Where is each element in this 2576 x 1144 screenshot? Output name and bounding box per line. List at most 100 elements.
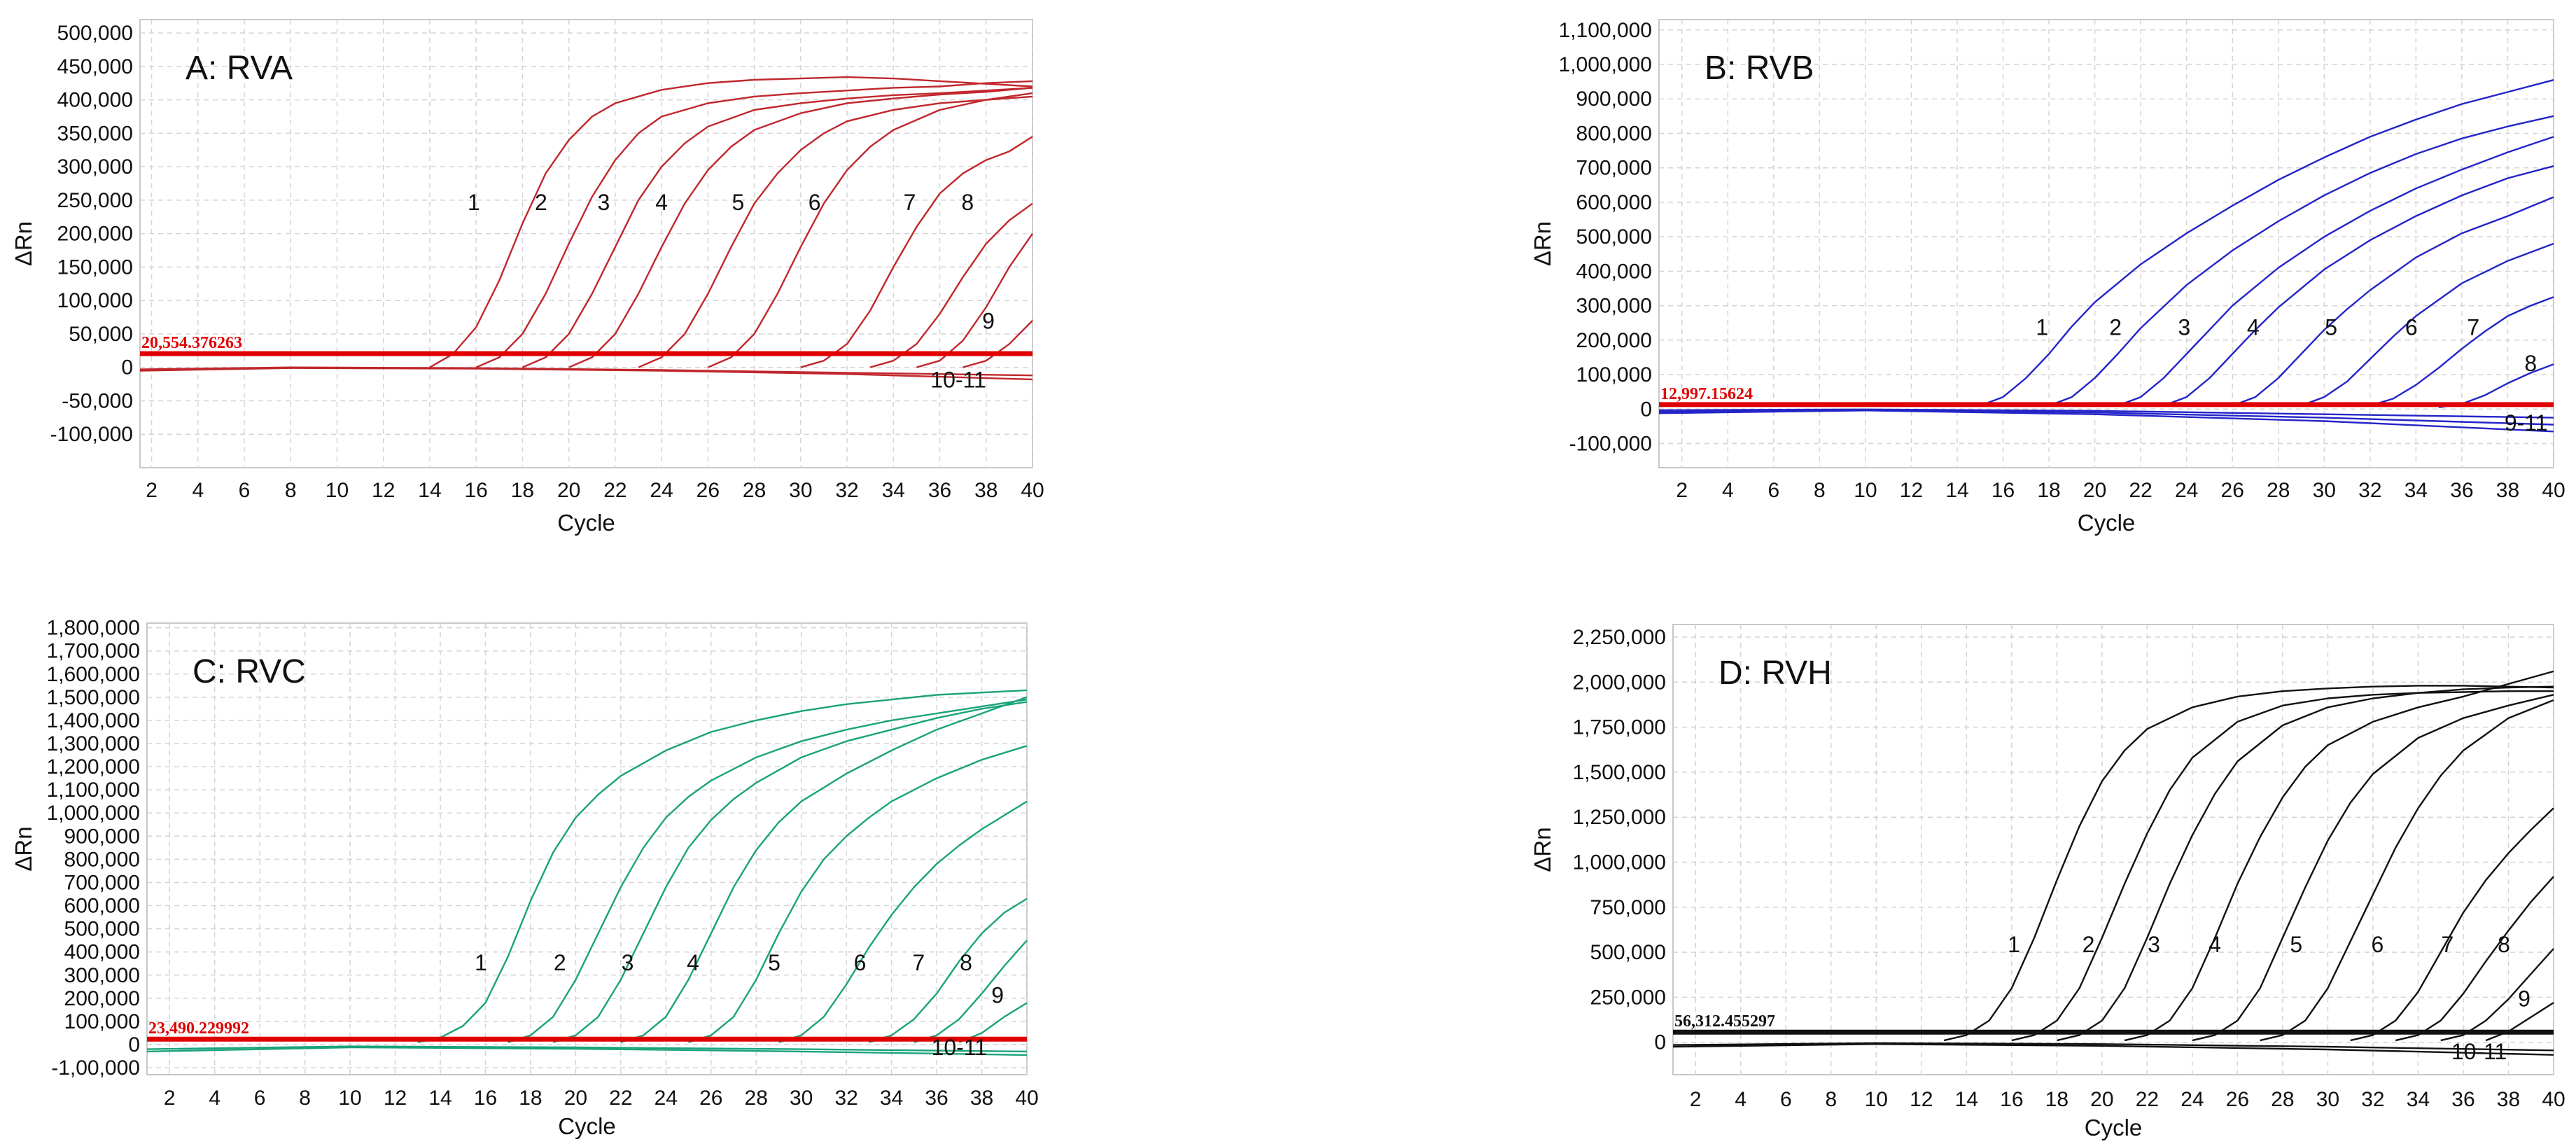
curve-number-label: 3 [597,190,610,215]
threshold-label: 20,554.376263 [141,334,242,352]
x-tick-label: 20 [2090,1088,2113,1111]
x-tick-label: 12 [384,1087,407,1110]
y-tick-label: 800,000 [64,848,140,871]
x-tick-label: 38 [974,479,997,502]
x-tick-label: 30 [790,1087,813,1110]
amplification-curve-6 [778,800,1028,1043]
curve-number-label: 1 [468,190,480,215]
y-tick-label: 350,000 [57,122,133,145]
curve-number-label: 2 [535,190,547,215]
x-axis-title: Cycle [2085,1115,2143,1140]
x-tick-label: 14 [418,479,441,502]
y-tick-label: 100,000 [64,1010,140,1033]
panel-d-rvh: 2 4 6 8 10 12 14 16 18 20 22 24 26 28 30 32 34 36 38 400250… [1530,624,2566,1140]
y-tick-label: 2,000,000 [1573,671,1666,694]
x-tick-label: 24 [2175,479,2198,502]
y-tick-label: 2,250,000 [1573,626,1666,649]
x-axis-title: Cycle [557,510,615,536]
y-tick-label: 1,700,000 [47,640,140,663]
y-tick-label: 1,000,000 [47,802,140,825]
amplification-curve-1 [417,689,1028,1043]
y-tick-label: -100,000 [1569,433,1652,456]
y-tick-label: 900,000 [1576,88,1652,111]
y-tick-label: 300,000 [64,964,140,987]
x-tick-label: 22 [2129,479,2152,502]
x-axis-title: Cycle [2078,510,2136,536]
x-tick-label: 2 [164,1087,176,1110]
amplification-curve-9 [2440,948,2554,1042]
plot-area-frame [146,622,1028,1075]
amplification-curve-3 [522,87,1033,368]
x-tick-label: 2 [146,479,158,502]
x-tick-label: 22 [2136,1088,2159,1111]
panel-title: D: RVH [1718,655,1832,692]
amplification-curve-7 [800,136,1033,368]
x-tick-label: 6 [254,1087,266,1110]
amplification-curve-7 [2350,807,2554,1042]
x-tick-label: 24 [2180,1088,2204,1111]
y-tick-label: 250,000 [1590,986,1666,1009]
amplification-curve-5 [688,745,1028,1043]
x-tick-label: 32 [2361,1088,2384,1111]
threshold-label: 23,490.229992 [148,1019,249,1038]
amplification-curve-10 [146,1045,1028,1053]
y-tick-label: 1,800,000 [47,617,140,640]
x-tick-label: 12 [372,479,395,502]
x-tick-label: 10 [1865,1088,1888,1111]
curve-number-label: 8 [960,950,972,975]
x-tick-label: 14 [1955,1088,1978,1111]
amplification-curve-4 [2163,165,2554,407]
curve-number-label: 2 [2109,314,2122,340]
x-tick-label: 16 [474,1087,497,1110]
amplification-curve-6 [2301,242,2554,407]
x-tick-label: 26 [699,1087,722,1110]
curve-number-label: 10-11 [932,1035,987,1060]
amplification-curve-1 [1943,685,2554,1042]
amplification-curve-5 [638,95,1033,368]
y-tick-label: 500,000 [1590,941,1666,964]
threshold-label: 12,997.15624 [1660,385,1753,403]
x-tick-label: 40 [1015,1087,1038,1110]
y-tick-label: 900,000 [64,825,140,848]
x-tick-label: 4 [1735,1088,1746,1111]
curve-number-label: 6 [808,190,821,215]
amplification-curve-1 [1980,79,2554,407]
y-tick-label: -1,00,000 [51,1056,140,1080]
y-tick-label: 1,000,000 [1573,851,1666,874]
x-tick-label: 6 [1780,1088,1792,1111]
panel-title: B: RVB [1704,50,1814,87]
y-tick-label: 1,000,000 [1559,53,1652,76]
y-tick-label: 400,000 [1576,260,1652,283]
amplification-curve-6 [707,92,1033,368]
curve-number-label: 5 [2290,932,2302,957]
y-tick-label: 400,000 [64,941,140,964]
amplification-curve-3 [2057,685,2554,1042]
y-tick-label: 200,000 [64,987,140,1010]
amplification-curve-7 [2370,296,2554,407]
curve-number-label: 6 [2405,314,2418,340]
x-axis-title: Cycle [558,1113,616,1139]
amplification-curve-4 [568,87,1033,368]
x-tick-label: 28 [2267,479,2290,502]
curve-number-label: 5 [768,950,780,975]
y-tick-label: 0 [1640,398,1652,421]
x-tick-label: 26 [696,479,720,502]
amplification-curve-2 [2048,115,2554,407]
threshold-label: 56,312.455297 [1674,1012,1775,1031]
x-tick-label: 38 [2497,1088,2520,1111]
curve-number-label: 3 [622,950,634,975]
y-tick-label: 200,000 [57,223,133,246]
x-tick-label: 10 [338,1087,361,1110]
x-tick-label: 36 [928,479,951,502]
y-tick-label: 500,000 [64,918,140,941]
amplification-curve-2 [2011,690,2554,1042]
x-tick-label: 16 [2000,1088,2023,1111]
curve-number-label: 10-11 [930,367,986,392]
x-tick-label: 40 [2542,479,2565,502]
amplification-curve-3 [2117,136,2554,407]
amplification-curve-7 [869,898,1028,1043]
x-tick-label: 26 [2226,1088,2249,1111]
curve-number-label: 4 [2247,314,2260,340]
plot-area-frame [1658,19,2554,468]
x-tick-label: 18 [2037,479,2060,502]
